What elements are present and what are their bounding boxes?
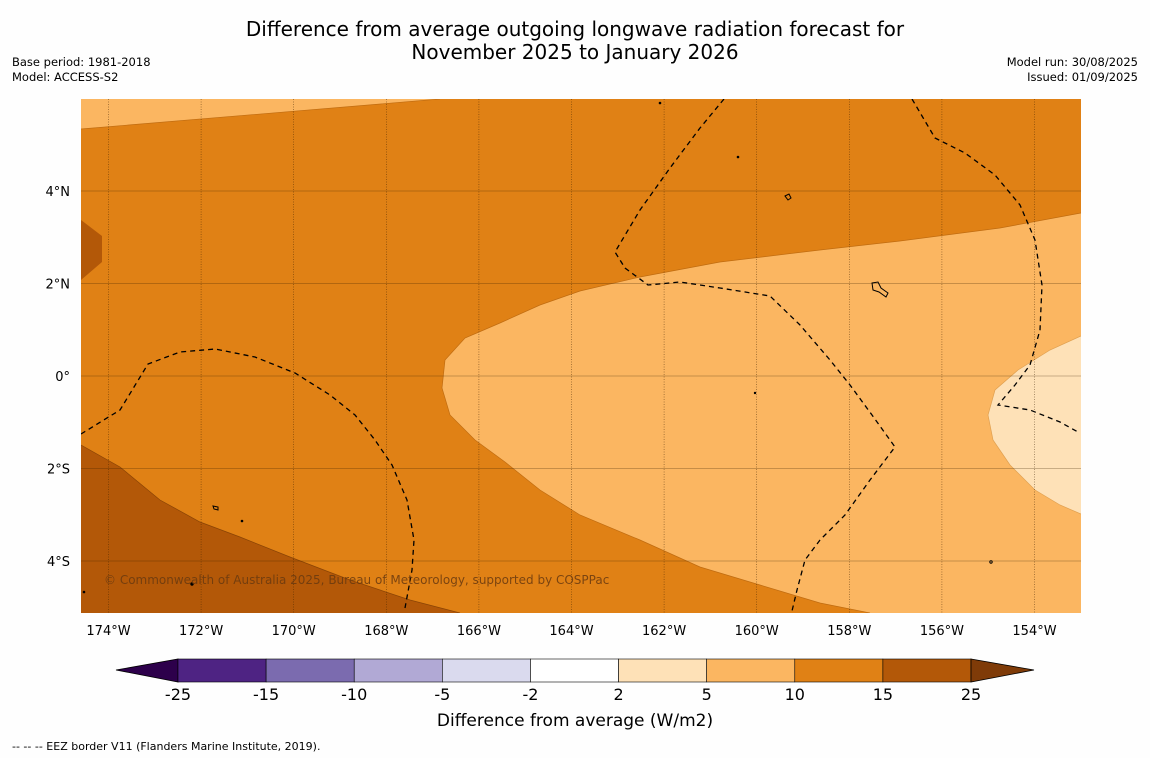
colorbar-cell bbox=[618, 658, 707, 683]
colorbar-cell bbox=[353, 658, 443, 683]
island-1 bbox=[784, 193, 792, 201]
colorbar-tick-label: 2 bbox=[613, 685, 623, 704]
island-10 bbox=[82, 590, 86, 594]
longitude-label: 172°W bbox=[179, 624, 223, 639]
model-name: Model: ACCESS-S2 bbox=[12, 70, 119, 84]
colorbar-cell bbox=[530, 658, 619, 683]
colorbar-tick-label: 15 bbox=[873, 685, 893, 704]
latitude-label: 4°N bbox=[46, 185, 71, 200]
longitude-label: 162°W bbox=[642, 624, 686, 639]
colorbar-over-arrow bbox=[970, 658, 1035, 683]
longitude-label: 166°W bbox=[457, 624, 501, 639]
parallel-gridlines bbox=[81, 190, 1081, 562]
band-15-25-west bbox=[81, 220, 102, 280]
island-2 bbox=[871, 281, 889, 298]
island-6 bbox=[240, 519, 244, 523]
model-run: Model run: 30/08/2025 bbox=[1006, 55, 1138, 69]
title-line-1: Difference from average outgoing longwav… bbox=[245, 17, 905, 41]
colorbar-tick-labels: -25 -15 -10 -5 -2 2 5 10 15 25 bbox=[165, 685, 981, 704]
colorbar-under-arrow bbox=[115, 658, 179, 683]
map-title: Difference from average outgoing longwav… bbox=[0, 18, 1150, 64]
colorbar-cell bbox=[794, 658, 884, 683]
island-9 bbox=[190, 582, 194, 586]
longitude-label: 168°W bbox=[364, 624, 408, 639]
colorbar-tick-label: -10 bbox=[341, 685, 367, 704]
band-5-10-central bbox=[442, 213, 1081, 613]
colorbar-cells bbox=[177, 658, 972, 683]
colorbar-tick-label: 5 bbox=[702, 685, 712, 704]
colorbar-cell bbox=[177, 658, 267, 683]
colorbar-tick-label: -2 bbox=[522, 685, 538, 704]
colorbar-tick-label: -5 bbox=[434, 685, 450, 704]
copyright-text: © Commonwealth of Australia 2025, Bureau… bbox=[104, 573, 609, 587]
longitude-label: 160°W bbox=[735, 624, 779, 639]
title-line-2: November 2025 to January 2026 bbox=[411, 40, 739, 64]
meridian-gridlines bbox=[108, 99, 1035, 613]
island-7 bbox=[989, 560, 993, 564]
eez-legend-note: -- -- -- EEZ border V11 (Flanders Marine… bbox=[12, 740, 321, 753]
colorbar-cell bbox=[442, 658, 531, 683]
colorbar-tick-label: 25 bbox=[961, 685, 981, 704]
band-15-25-southwest bbox=[81, 445, 460, 613]
longitude-label: 156°W bbox=[920, 624, 964, 639]
longitude-label: 164°W bbox=[549, 624, 593, 639]
colorbar: -25 -15 -10 -5 -2 2 5 10 15 25 Difference from av… bbox=[115, 658, 1035, 731]
islands bbox=[82, 101, 993, 594]
longitude-label: 170°W bbox=[272, 624, 316, 639]
eez-border-west bbox=[81, 348, 415, 609]
colorbar-tick-label: -15 bbox=[253, 685, 279, 704]
meta-right: Model run: 30/08/2025 Issued: 01/09/2025 bbox=[1007, 55, 1138, 85]
longitude-label: 174°W bbox=[86, 624, 130, 639]
latitude-label: 4°S bbox=[47, 555, 70, 570]
map-plot-area: © Commonwealth of Australia 2025, Bureau… bbox=[81, 99, 1081, 613]
colorbar-tick-label: 10 bbox=[785, 685, 805, 704]
latitude-label: 2°N bbox=[46, 278, 71, 293]
island-4 bbox=[736, 155, 740, 159]
longitude-label: 158°W bbox=[827, 624, 871, 639]
colorbar-title: Difference from average (W/m2) bbox=[437, 711, 713, 731]
island-3 bbox=[212, 505, 219, 511]
colorbar-cell bbox=[265, 658, 355, 683]
latitude-label: 2°S bbox=[47, 463, 70, 478]
eez-borders bbox=[81, 99, 1079, 612]
eez-border-east bbox=[911, 99, 1079, 433]
latitude-labels: 4°N 2°N 0° 2°S 4°S bbox=[46, 185, 71, 570]
base-period: Base period: 1981-2018 bbox=[12, 55, 151, 69]
colorbar-cell bbox=[706, 658, 796, 683]
longitude-labels: 174°W 172°W 170°W 168°W 166°W 164°W 162°W 160°W… bbox=[86, 624, 1056, 639]
island-8 bbox=[753, 391, 757, 395]
longitude-label: 154°W bbox=[1012, 624, 1056, 639]
eez-border-central bbox=[614, 99, 896, 612]
colorbar-tick-label: -25 bbox=[165, 685, 191, 704]
issued-date: Issued: 01/09/2025 bbox=[1027, 70, 1138, 84]
meta-left: Base period: 1981-2018 Model: ACCESS-S2 bbox=[12, 55, 151, 85]
colorbar-cell bbox=[882, 658, 972, 683]
latitude-label: 0° bbox=[55, 370, 70, 385]
island-5 bbox=[658, 101, 662, 105]
